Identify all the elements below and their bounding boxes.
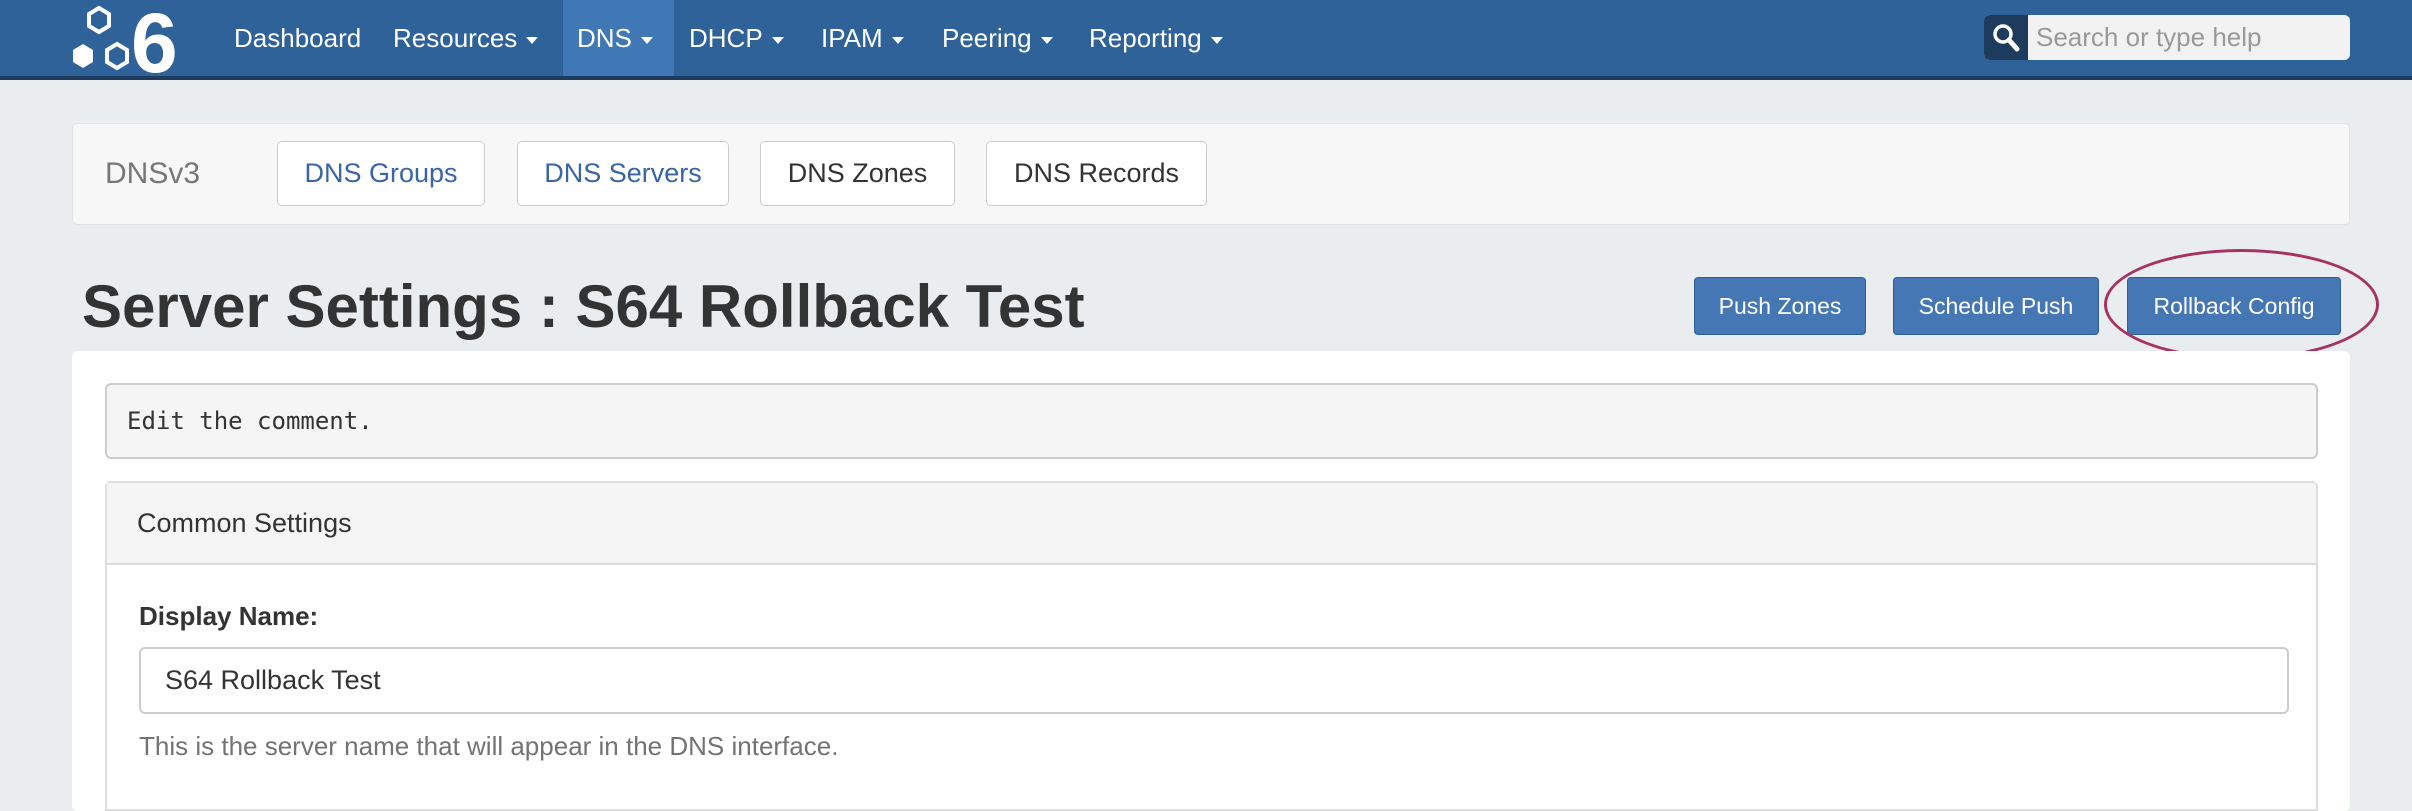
highlight-ellipse [2104,249,2379,360]
common-settings-header: Common Settings [107,483,2316,565]
search-box [1984,15,2350,60]
caret-down-icon [1040,36,1053,44]
push-zones-button[interactable]: Push Zones [1694,277,1866,335]
nav-dhcp[interactable]: DHCP [689,0,784,76]
subnav-brand: DNSv3 [105,157,201,190]
nav-label: Reporting [1089,23,1202,53]
nav-dns[interactable]: DNS [563,0,674,76]
logo-icon[interactable]: 6 [69,4,204,74]
caret-down-icon [526,36,539,44]
display-name-input[interactable] [139,647,2289,714]
nav-label: IPAM [821,23,883,53]
nav-label: Resources [393,23,518,53]
nav-ipam[interactable]: IPAM [821,0,904,76]
nav-dashboard[interactable]: Dashboard [234,0,361,76]
common-settings-panel: Common Settings Display Name: This is th… [105,481,2318,811]
caret-down-icon [771,36,784,44]
dns-groups-button[interactable]: DNS Groups [277,141,485,206]
nav-label: DNS [577,23,632,53]
display-name-label: Display Name: [139,601,319,631]
display-name-help: This is the server name that will appear… [139,731,839,761]
schedule-push-button[interactable]: Schedule Push [1893,277,2099,335]
nav-label: DHCP [689,23,763,53]
caret-down-icon [891,36,904,44]
logo-text: 6 [131,4,178,74]
nav-peering[interactable]: Peering [942,0,1053,76]
caret-down-icon [1210,36,1223,44]
dns-zones-button[interactable]: DNS Zones [760,141,955,206]
comment-box[interactable]: Edit the comment. [105,383,2318,459]
search-icon[interactable] [1984,15,2028,60]
dns-servers-button[interactable]: DNS Servers [517,141,729,206]
nav-resources[interactable]: Resources [393,0,539,76]
search-input[interactable] [2028,15,2350,60]
nav-reporting[interactable]: Reporting [1089,0,1223,76]
nav-label: Peering [942,23,1032,53]
page-title: Server Settings : S64 Rollback Test [82,273,1085,340]
top-navbar: 6 Dashboard Resources DNS DHCP IPAM Peer… [0,0,2412,80]
dns-records-button[interactable]: DNS Records [986,141,1207,206]
caret-down-icon [640,36,653,44]
nav-label: Dashboard [234,23,362,53]
